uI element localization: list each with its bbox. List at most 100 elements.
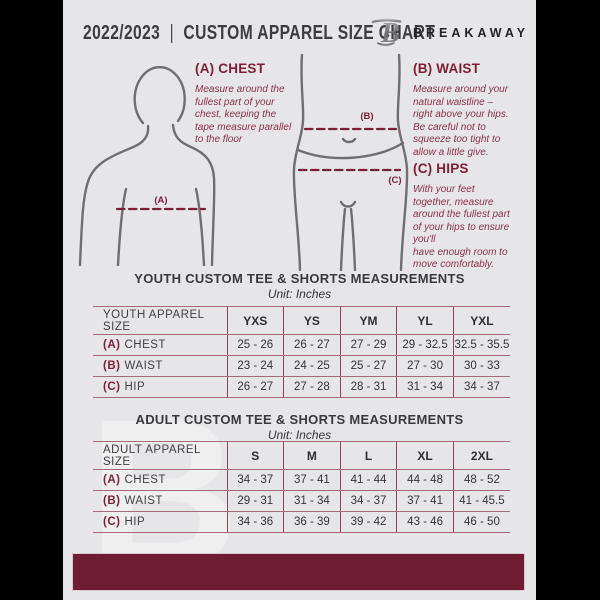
youth-size-yxs: YXS [226,306,284,335]
adult-size-label: ADULT APPAREL SIZE [93,441,227,470]
adult-size-table: ADULT APPAREL SIZE S M L XL 2XL (A) CHEST… [93,441,510,533]
torso-figure: (A) [78,66,216,266]
title-text: CUSTOM APPAREL SIZE CHART [183,22,436,44]
adult-waist-s: 29 - 31 [226,490,284,512]
waist-line-label: (B) [360,111,373,122]
chest-heading: (A) CHEST [195,61,266,76]
row-label: WAIST [124,495,163,507]
youth-waist-row: (B) WAIST 23 - 24 24 - 25 25 - 27 27 - 30… [93,355,510,377]
youth-waist-ys: 24 - 25 [283,355,341,377]
season-label: 2022/2023 [83,22,161,44]
adult-chest-2xl: 48 - 52 [452,469,510,491]
adult-size-xl: XL [396,441,454,470]
youth-hip-yxl: 34 - 37 [452,376,510,398]
adult-header-row: ADULT APPAREL SIZE S M L XL 2XL [93,441,510,470]
adult-chest-m: 37 - 41 [283,469,341,491]
adult-waist-m: 31 - 34 [283,490,341,512]
youth-size-label: YOUTH APPAREL SIZE [93,306,227,335]
chest-instruction: (A) CHEST Measure around the fullest par… [195,61,317,147]
adult-chest-row: (A) CHEST 34 - 37 37 - 41 41 - 44 44 - 48… [93,469,510,491]
adult-table-unit: Unit: Inches [267,428,332,442]
youth-chest-row: (A) CHEST 25 - 26 26 - 27 27 - 29 29 - 32… [93,334,510,356]
youth-chest-yl: 29 - 32.5 [396,334,454,356]
youth-chest-yxl: 32.5 - 35.5 [452,334,510,356]
row-label: WAIST [124,360,163,372]
youth-waist-yl: 27 - 30 [396,355,454,377]
youth-hip-row: (C) HIP 26 - 27 27 - 28 28 - 31 31 - 34 3… [93,376,510,398]
youth-size-yl: YL [396,306,454,335]
youth-size-table: YOUTH APPAREL SIZE YXS YS YM YL YXL (A) C… [93,306,510,398]
crotch-curve [339,200,357,208]
chart-document: 2022/2023 | CUSTOM APPAREL SIZE CHART B BR… [63,0,536,600]
left-shoulder-arm [78,124,150,266]
row-label: CHEST [124,339,166,351]
youth-table-title: YOUTH CUSTOM TEE & SHORTS MEASUREMENTS [134,271,465,286]
row-prefix: (B) [103,495,121,507]
right-inner-arm [194,187,206,266]
row-prefix: (A) [103,339,121,351]
waist-heading: (B) WAIST [413,61,481,76]
title-divider: | [169,22,175,44]
adult-waist-row: (B) WAIST 29 - 31 31 - 34 34 - 37 37 - 41… [93,490,510,512]
youth-waist-yxs: 23 - 24 [226,355,284,377]
youth-chest-yxs: 25 - 26 [226,334,284,356]
youth-hip-yxs: 26 - 27 [226,376,284,398]
youth-hip-ys: 27 - 28 [283,376,341,398]
row-prefix: (C) [103,516,121,528]
youth-table-unit: Unit: Inches [267,287,332,301]
adult-hip-2xl: 46 - 50 [452,511,510,533]
chest-line-label: (A) [154,195,167,206]
youth-size-yxl: YXL [452,306,510,335]
adult-chest-s: 34 - 37 [226,469,284,491]
youth-waist-yxl: 30 - 33 [452,355,510,377]
youth-size-ys: YS [283,306,341,335]
row-label: CHEST [124,474,166,486]
row-prefix: (B) [103,360,121,372]
head-outline [133,66,186,125]
footer-accent-bar [72,553,525,591]
waist-body-text: Measure around your natural waistline – … [413,84,509,158]
youth-chest-ym: 27 - 29 [339,334,397,356]
waist-instruction: (B) WAIST Measure around your natural wa… [413,61,533,159]
navel-mark [341,137,357,144]
youth-size-ym: YM [339,306,397,335]
breakaway-logo-icon: B [371,18,402,49]
row-label: HIP [124,381,146,393]
left-inner-leg [339,207,347,271]
youth-hip-yl: 31 - 34 [396,376,454,398]
hips-body-text: With your feet together, measure around … [413,184,510,270]
youth-header-row: YOUTH APPAREL SIZE YXS YS YM YL YXL [93,306,510,335]
adult-waist-xl: 37 - 41 [396,490,454,512]
adult-chest-l: 41 - 44 [339,469,397,491]
row-prefix: (A) [103,474,121,486]
right-body-outline [396,53,409,271]
adult-hip-s: 34 - 36 [226,511,284,533]
chest-body-text: Measure around the fullest part of your … [195,84,292,145]
adult-waist-2xl: 41 - 45.5 [452,490,510,512]
logo-letter: B [380,18,400,49]
adult-hip-row: (C) HIP 34 - 36 36 - 39 39 - 42 43 - 46 4… [93,511,510,533]
adult-size-l: L [339,441,397,470]
adult-waist-l: 34 - 37 [339,490,397,512]
adult-size-2xl: 2XL [452,441,510,470]
left-inner-arm [116,187,128,266]
row-label: HIP [124,516,146,528]
adult-size-s: S [226,441,284,470]
page-title: 2022/2023 | CUSTOM APPAREL SIZE CHART [83,22,435,45]
row-prefix: (C) [103,381,121,393]
right-shoulder-arm [171,123,216,266]
hips-heading: (C) HIPS [413,161,469,176]
adult-hip-l: 39 - 42 [339,511,397,533]
adult-hip-xl: 43 - 46 [396,511,454,533]
adult-hip-m: 36 - 39 [283,511,341,533]
youth-waist-ym: 25 - 27 [339,355,397,377]
adult-chest-xl: 44 - 48 [396,469,454,491]
youth-chest-ys: 26 - 27 [283,334,341,356]
hips-line-label: (C) [388,175,401,186]
brand-name: BREAKAWAY [413,26,530,40]
right-inner-leg [349,207,357,271]
youth-hip-ym: 28 - 31 [339,376,397,398]
hip-curve [296,141,405,160]
hips-instruction: (C) HIPS With your feet together, measur… [413,161,536,272]
